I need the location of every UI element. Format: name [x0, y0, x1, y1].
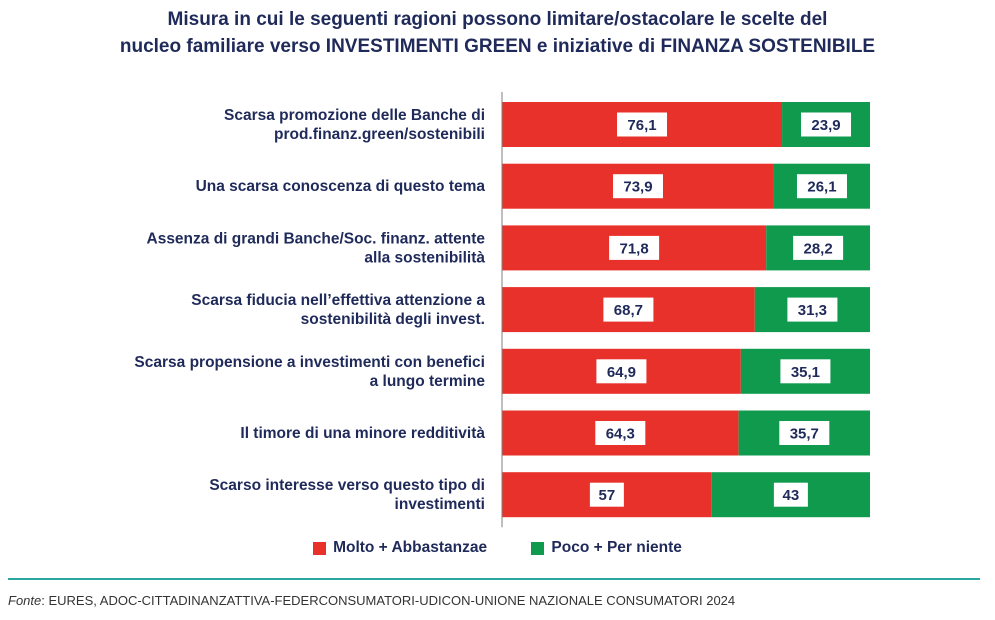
category-label-1-line-0: Una scarsa conoscenza di questo tema	[196, 178, 486, 195]
chart-title-line-2: nucleo familiare verso INVESTIMENTI GREE…	[119, 36, 876, 57]
data-label-box-0-2	[609, 235, 660, 260]
data-label-poco-per-niente-1: 26,1	[807, 179, 836, 196]
data-label-box-1-6	[773, 482, 808, 507]
data-label-molto-abbastanza-2: 71,8	[620, 240, 649, 257]
category-label-2-line-0: Assenza di grandi Banche/Soc. finanz. at…	[147, 230, 486, 247]
data-label-box-1-1	[796, 174, 847, 199]
data-label-box-1-0	[801, 112, 852, 137]
source-note: Fonte: EURES, ADOC-CITTADINANZATTIVA-FED…	[8, 593, 735, 608]
data-label-box-0-1	[612, 174, 663, 199]
data-label-box-0-3	[603, 297, 654, 322]
category-label-5-line-0: Il timore di una minore redditività	[240, 425, 485, 442]
source-text: : EURES, ADOC-CITTADINANZATTIVA-FEDERCON…	[41, 593, 736, 608]
source-prefix: Fonte	[8, 593, 42, 608]
data-label-molto-abbastanza-1: 73,9	[623, 179, 652, 196]
legend-label-poco-per-niente: Poco + Per niente	[551, 539, 682, 556]
data-label-box-0-6	[589, 482, 624, 507]
data-label-poco-per-niente-5: 35,7	[790, 426, 819, 443]
data-label-poco-per-niente-2: 28,2	[804, 240, 833, 257]
data-label-box-1-3	[787, 297, 838, 322]
chart-title: Misura in cui le seguenti ragioni posson…	[0, 6, 995, 60]
data-label-box-0-0	[617, 112, 668, 137]
data-label-poco-per-niente-3: 31,3	[798, 302, 827, 319]
data-label-poco-per-niente-4: 35,1	[791, 364, 820, 381]
legend: Molto + Abbastanzae Poco + Per niente	[0, 539, 995, 560]
data-label-molto-abbastanza-3: 68,7	[614, 302, 643, 319]
data-label-box-0-5	[595, 421, 646, 445]
category-label-2-line-1: alla sostenibilità	[364, 249, 485, 266]
data-label-box-1-2	[793, 235, 844, 260]
category-label-6-line-0: Scarso interesse verso questo tipo di	[209, 477, 485, 494]
data-label-box-0-4	[596, 359, 647, 384]
legend-label-molto-abbastanza: Molto + Abbastanzae	[333, 539, 488, 556]
legend-swatch-red	[313, 541, 327, 555]
legend-swatch-green	[531, 541, 545, 555]
data-label-box-1-5	[779, 421, 830, 445]
data-label-molto-abbastanza-0: 76,1	[627, 117, 656, 134]
category-label-4-line-1: a lungo termine	[370, 373, 486, 390]
category-label-0-line-1: prod.finanz.green/sostenibili	[274, 126, 485, 143]
data-label-molto-abbastanza-6: 57	[599, 487, 616, 504]
category-label-6-line-1: investimenti	[395, 496, 485, 513]
legend-item-poco-per-niente: Poco + Per niente	[531, 539, 682, 557]
chart-title-line-1: Misura in cui le seguenti ragioni posson…	[167, 9, 828, 30]
category-label-4-line-0: Scarsa propensione a investimenti con be…	[134, 354, 485, 371]
data-label-poco-per-niente-6: 43	[783, 487, 800, 504]
data-label-molto-abbastanza-5: 64,3	[606, 426, 635, 443]
legend-item-molto-abbastanza: Molto + Abbastanzae	[313, 539, 487, 557]
data-label-poco-per-niente-0: 23,9	[811, 117, 840, 134]
category-label-3-line-0: Scarsa fiducia nell’effettiva attenzione…	[191, 292, 485, 309]
category-label-0-line-0: Scarsa promozione delle Banche di	[224, 107, 485, 124]
data-label-box-1-4	[780, 359, 831, 384]
data-label-molto-abbastanza-4: 64,9	[607, 364, 636, 381]
category-label-3-line-1: sostenibilità degli invest.	[301, 311, 485, 328]
source-divider	[8, 578, 980, 580]
